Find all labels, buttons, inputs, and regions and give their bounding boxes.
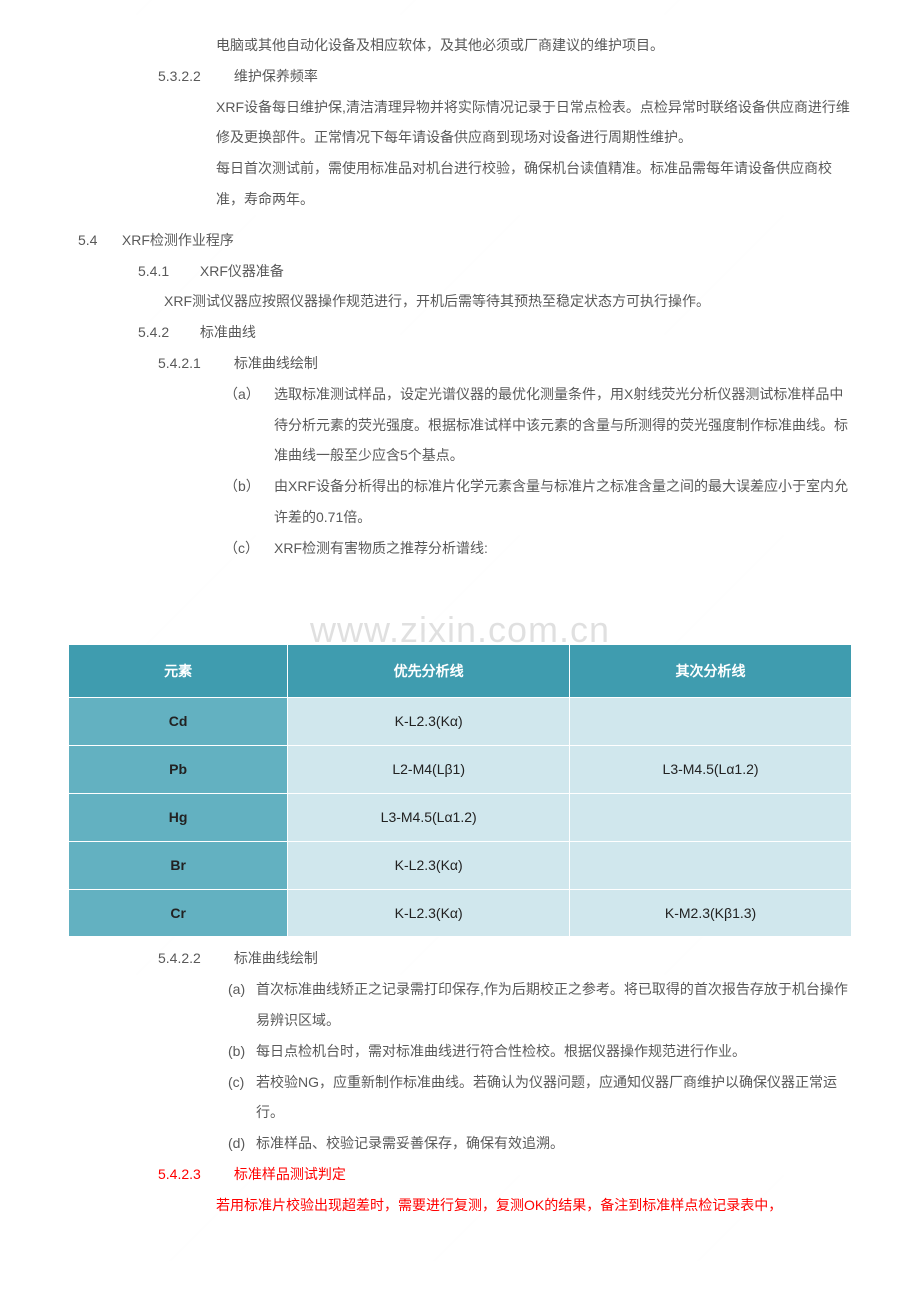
- sec-num: 5.4.1: [138, 256, 196, 287]
- list-body: XRF检测有害物质之推荐分析谱线:: [274, 533, 852, 564]
- list-marker: (c): [228, 1067, 256, 1129]
- list-item-d: (d) 标准样品、校验记录需妥善保存，确保有效追溯。: [228, 1128, 852, 1159]
- sec-5423-p: 若用标准片校验出现超差时，需要进行复测，复测OK的结果，备注到标准样点检记录表中…: [216, 1190, 852, 1221]
- list-item-c: (c) 若校验NG，应重新制作标准曲线。若确认为仪器问题，应通知仪器厂商维护以确…: [228, 1067, 852, 1129]
- sec-num: 5.4: [78, 225, 118, 256]
- table-row: Pb L2-M4(Lβ1) L3-M4.5(Lα1.2): [69, 746, 852, 794]
- cell-elem: Cd: [69, 698, 288, 746]
- th-element: 元素: [69, 644, 288, 698]
- list-item-a: （a） 选取标准测试样品，设定光谱仪器的最优化测量条件，用X射线荧光分析仪器测试…: [224, 379, 852, 471]
- sec-title: XRF仪器准备: [200, 263, 284, 279]
- list-body: 每日点检机台时，需对标准曲线进行符合性检校。根据仪器操作规范进行作业。: [256, 1036, 852, 1067]
- sec-5423-heading: 5.4.2.3 标准样品测试判定: [158, 1159, 852, 1190]
- th-primary: 优先分析线: [288, 644, 570, 698]
- sec-num: 5.4.2: [138, 317, 196, 348]
- sec-title: 标准曲线绘制: [234, 355, 318, 371]
- list-body: 首次标准曲线矫正之记录需打印保存,作为后期校正之参考。将已取得的首次报告存放于机…: [256, 974, 852, 1036]
- list-marker: （c）: [224, 533, 274, 564]
- sec-5422-heading: 5.4.2.2 标准曲线绘制: [158, 943, 852, 974]
- table-row: Cd K-L2.3(Kα): [69, 698, 852, 746]
- sec-5322-p2: 每日首次测试前，需使用标准品对机台进行校验，确保机台读值精准。标准品需每年请设备…: [216, 153, 852, 215]
- list-marker: (d): [228, 1128, 256, 1159]
- th-secondary: 其次分析线: [570, 644, 852, 698]
- cell-secondary: L3-M4.5(Lα1.2): [570, 746, 852, 794]
- cell-elem: Pb: [69, 746, 288, 794]
- document-content: 电脑或其他自动化设备及相应软体，及其他必须或厂商建议的维护项目。 5.3.2.2…: [68, 30, 852, 1221]
- list-marker: （a）: [224, 379, 274, 471]
- sec-num: 5.4.2.3: [158, 1159, 230, 1190]
- sec-num: 5.3.2.2: [158, 61, 230, 92]
- sec-title: 标准曲线绘制: [234, 950, 318, 966]
- list-item-b: (b) 每日点检机台时，需对标准曲线进行符合性检校。根据仪器操作规范进行作业。: [228, 1036, 852, 1067]
- cell-secondary: [570, 698, 852, 746]
- cell-elem: Br: [69, 841, 288, 889]
- cell-elem: Cr: [69, 889, 288, 937]
- sec-542-heading: 5.4.2 标准曲线: [138, 317, 852, 348]
- cell-secondary: K-M2.3(Kβ1.3): [570, 889, 852, 937]
- list-marker: (b): [228, 1036, 256, 1067]
- list-body: 选取标准测试样品，设定光谱仪器的最优化测量条件，用X射线荧光分析仪器测试标准样品…: [274, 379, 852, 471]
- spectral-lines-table: 元素 优先分析线 其次分析线 Cd K-L2.3(Kα) Pb L2-M4(Lβ…: [68, 644, 852, 938]
- cell-secondary: [570, 793, 852, 841]
- sec-title: 标准曲线: [200, 324, 256, 340]
- list-body: 由XRF设备分析得出的标准片化学元素含量与标准片之标准含量之间的最大误差应小于室…: [274, 471, 852, 533]
- table-row: Br K-L2.3(Kα): [69, 841, 852, 889]
- sec-5322-p1: XRF设备每日维护保,清洁清理异物并将实际情况记录于日常点检表。点检异常时联络设…: [216, 92, 852, 154]
- list-body: 若校验NG，应重新制作标准曲线。若确认为仪器问题，应通知仪器厂商维护以确保仪器正…: [256, 1067, 852, 1129]
- cell-elem: Hg: [69, 793, 288, 841]
- sec-title: 维护保养频率: [234, 68, 318, 84]
- cell-primary: K-L2.3(Kα): [288, 698, 570, 746]
- table-header-row: 元素 优先分析线 其次分析线: [69, 644, 852, 698]
- list-item-c: （c） XRF检测有害物质之推荐分析谱线:: [224, 533, 852, 564]
- para-cont: 电脑或其他自动化设备及相应软体，及其他必须或厂商建议的维护项目。: [216, 30, 852, 61]
- sec-541-p: XRF测试仪器应按照仪器操作规范进行，开机后需等待其预热至稳定状态方可执行操作。: [164, 286, 852, 317]
- sec-num: 5.4.2.1: [158, 348, 230, 379]
- list-marker: （b）: [224, 471, 274, 533]
- cell-primary: L3-M4.5(Lα1.2): [288, 793, 570, 841]
- sec-5421-heading: 5.4.2.1 标准曲线绘制: [158, 348, 852, 379]
- sec-title: 标准样品测试判定: [234, 1166, 346, 1182]
- list-item-a: (a) 首次标准曲线矫正之记录需打印保存,作为后期校正之参考。将已取得的首次报告…: [228, 974, 852, 1036]
- list-marker: (a): [228, 974, 256, 1036]
- sec-54-heading: 5.4 XRF检测作业程序: [78, 225, 852, 256]
- list-body: 标准样品、校验记录需妥善保存，确保有效追溯。: [256, 1128, 852, 1159]
- sec-title: XRF检测作业程序: [122, 232, 234, 248]
- list-item-b: （b） 由XRF设备分析得出的标准片化学元素含量与标准片之标准含量之间的最大误差…: [224, 471, 852, 533]
- cell-primary: K-L2.3(Kα): [288, 889, 570, 937]
- cell-primary: K-L2.3(Kα): [288, 841, 570, 889]
- table-row: Hg L3-M4.5(Lα1.2): [69, 793, 852, 841]
- sec-num: 5.4.2.2: [158, 943, 230, 974]
- table-row: Cr K-L2.3(Kα) K-M2.3(Kβ1.3): [69, 889, 852, 937]
- cell-secondary: [570, 841, 852, 889]
- sec-541-heading: 5.4.1 XRF仪器准备: [138, 256, 852, 287]
- sec-5322-heading: 5.3.2.2 维护保养频率: [158, 61, 852, 92]
- cell-primary: L2-M4(Lβ1): [288, 746, 570, 794]
